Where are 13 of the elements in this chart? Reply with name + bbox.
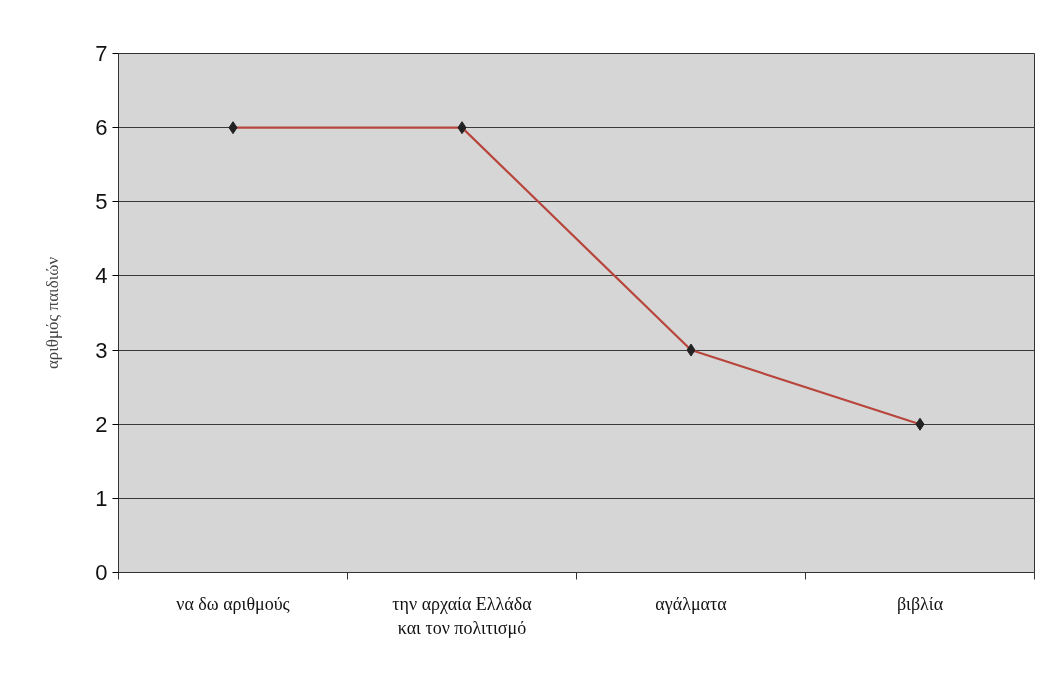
y-tick-label: 5 [95, 189, 108, 215]
y-tick-label: 1 [95, 485, 108, 511]
y-tick-label: 3 [95, 337, 108, 363]
y-axis-title: αριθμός παιδιών [43, 256, 63, 370]
x-tick-label: να δω αριθμούς [176, 593, 290, 614]
y-tick-label: 7 [95, 41, 108, 66]
y-tick-label: 0 [95, 560, 108, 585]
x-tick-label: την αρχαία Ελλάδα και τον πολιτισμό [392, 593, 533, 638]
y-tick-label: 4 [95, 263, 108, 289]
x-tick-label: αγάλματα [655, 593, 728, 614]
y-tick-label: 6 [95, 115, 108, 141]
x-tick-label: βιβλία [896, 593, 944, 614]
y-tick-label: 2 [95, 411, 108, 437]
